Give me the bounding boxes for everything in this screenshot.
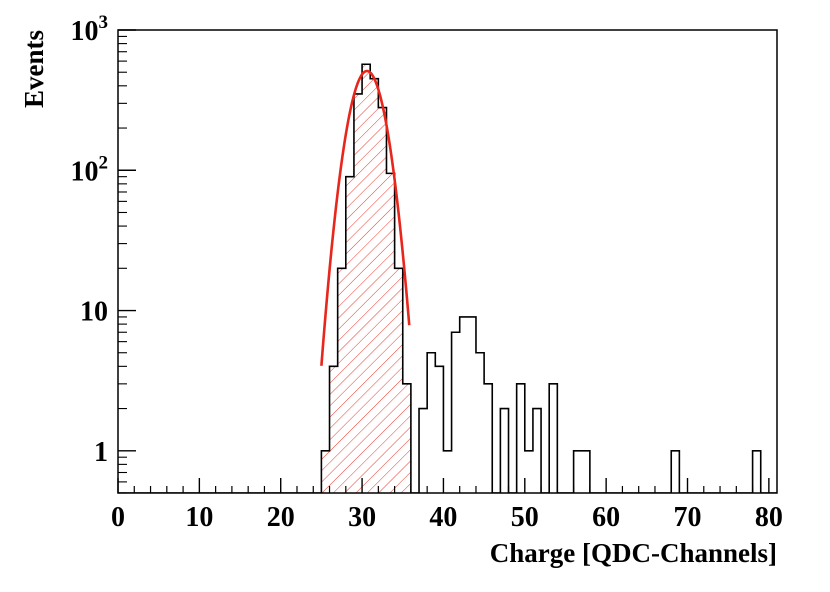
fit-region-hatch — [321, 64, 411, 493]
histogram-bin — [484, 384, 492, 493]
y-tick-label: 102 — [71, 152, 109, 187]
x-tick-label: 0 — [111, 502, 125, 533]
y-tick-label: 1 — [94, 437, 108, 468]
y-axis-label: Events — [19, 30, 49, 108]
histogram-bin — [443, 451, 451, 493]
histogram-bin — [346, 177, 354, 493]
x-tick-label: 40 — [429, 502, 457, 533]
histogram-bin — [403, 384, 411, 493]
y-tick-label: 10 — [80, 297, 108, 328]
histogram-bin — [435, 366, 443, 493]
plot-frame — [117, 29, 778, 494]
histogram-bin — [671, 451, 679, 493]
histogram-bin — [517, 384, 525, 493]
histogram-bin — [476, 353, 484, 493]
histogram-bin — [419, 409, 427, 493]
histogram-bin — [386, 173, 394, 493]
x-tick-label: 60 — [592, 502, 620, 533]
histogram-bin — [362, 64, 370, 493]
histogram-bin — [321, 451, 329, 493]
histogram-bin — [395, 268, 403, 493]
x-tick-label: 70 — [674, 502, 702, 533]
x-tick-label: 50 — [511, 502, 539, 533]
histogram-bin — [468, 317, 476, 493]
x-axis-label: Charge [QDC-Channels] — [490, 538, 777, 568]
histogram-bin — [330, 366, 338, 493]
x-tick-label: 30 — [348, 502, 376, 533]
x-tick-label: 10 — [185, 502, 213, 533]
histogram-bin — [500, 409, 508, 493]
histogram-bin — [574, 451, 582, 493]
histogram-bin — [549, 384, 557, 493]
histogram-bin — [533, 409, 541, 493]
histogram-bin — [370, 79, 378, 493]
x-tick-label: 20 — [267, 502, 295, 533]
histogram-bin — [378, 108, 386, 493]
histogram-bin — [427, 353, 435, 493]
gaussian-fit-curve — [320, 69, 411, 366]
histogram-bin — [354, 94, 362, 493]
histogram-bin — [753, 451, 761, 493]
histogram-bin — [338, 268, 346, 493]
histogram-bin — [582, 451, 590, 493]
histogram-bin — [460, 317, 468, 493]
y-tick-label: 103 — [71, 12, 109, 47]
histogram-outline — [118, 63, 777, 493]
histogram-bin — [525, 451, 533, 493]
histogram-bin — [452, 332, 460, 493]
x-tick-label: 80 — [755, 502, 783, 533]
